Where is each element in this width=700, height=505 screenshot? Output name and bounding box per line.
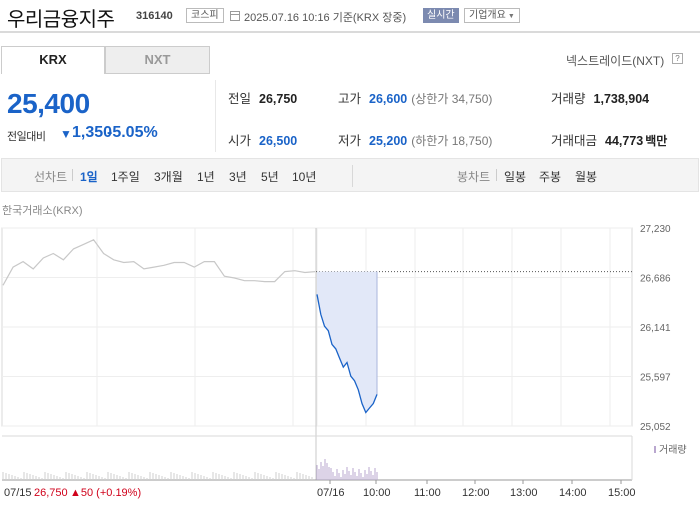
chart-grid — [1, 227, 633, 481]
nextrade-link[interactable]: 넥스트레이드(NXT) — [566, 54, 665, 68]
period-3y[interactable]: 3년 — [229, 170, 247, 184]
y-tick-label: 26,141 — [640, 323, 671, 334]
candle-chart-label: 봉차트 — [457, 170, 491, 184]
tab-krx[interactable]: KRX — [1, 46, 105, 74]
down-arrow-icon: ▼ — [60, 127, 72, 141]
quote-time: 2025.07.16 10:16 기준(KRX 장중) — [244, 12, 407, 24]
stock-header: 우리금융지주 316140 코스피 2025.07.16 10:16 기준(KR… — [0, 0, 700, 33]
stat-high: 고가 26,600 (상한가 34,750) — [338, 88, 492, 107]
y-tick-label: 27,230 — [640, 224, 671, 235]
x-tick-label: 10:00 — [363, 487, 391, 499]
volume-bars — [2, 459, 378, 480]
stock-name: 우리금융지주 — [7, 9, 115, 31]
stat-volume-value: 1,738,904 — [593, 92, 650, 106]
stat-prev: 전일 26,750 — [228, 88, 297, 107]
calendar-icon — [230, 11, 240, 21]
x-tick-label: 12:00 — [462, 487, 490, 499]
stat-amount: 거래대금 44,773 백만 — [551, 130, 667, 149]
x-tick-label: 14:00 — [559, 487, 587, 499]
y-tick-label: 25,597 — [640, 373, 671, 384]
stat-low-label: 저가 — [338, 134, 362, 148]
series-today-area — [317, 271, 377, 413]
divider — [72, 169, 73, 181]
stat-amount-unit: 백만 — [645, 134, 668, 148]
help-icon[interactable]: ? — [672, 53, 683, 64]
price-change-rate: -5.05% — [107, 124, 158, 141]
bottom-prev-change: ▲50 (+0.19%) — [70, 487, 141, 499]
period-1y[interactable]: 1년 — [197, 170, 215, 184]
chevron-down-icon: ▼ — [507, 13, 515, 20]
stat-amount-label: 거래대금 — [551, 134, 598, 148]
y-tick-label: 26,686 — [640, 274, 671, 285]
period-3m[interactable]: 3개월 — [154, 170, 183, 184]
market-badge: 코스피 — [186, 8, 224, 23]
divider — [352, 165, 353, 187]
series-today-line — [316, 294, 378, 414]
stat-low-value: 25,200 — [369, 134, 408, 148]
y-axis-labels: 27,230 26,686 26,141 25,597 25,052 — [640, 224, 671, 433]
candle-weekly[interactable]: 주봉 — [539, 170, 562, 184]
stock-code: 316140 — [136, 10, 173, 22]
period-1d[interactable]: 1일 — [80, 170, 98, 184]
tab-nxt[interactable]: NXT — [105, 46, 210, 74]
stat-volume-label: 거래량 — [551, 92, 586, 106]
chart-series — [2, 239, 632, 414]
stat-open-label: 시가 — [228, 134, 252, 148]
company-overview-dropdown[interactable]: 기업개요 ▼ — [464, 8, 520, 23]
y-tick-label: 25,052 — [640, 422, 671, 433]
bottom-prev-date: 07/15 — [4, 487, 32, 499]
stat-low: 저가 25,200 (하한가 18,750) — [338, 130, 492, 149]
stat-open-value: 26,500 — [259, 134, 298, 148]
stat-volume: 거래량 1,738,904 — [551, 88, 649, 107]
bottom-prev-price: 26,750 — [34, 487, 68, 499]
period-bar: 선차트 1일 1주일 3개월 1년 3년 5년 10년 봉차트 일봉 주봉 월봉 — [1, 158, 699, 192]
divider — [496, 169, 497, 181]
volume-legend: 거래량 — [659, 444, 687, 456]
chart-source: 한국거래소(KRX) — [2, 205, 83, 217]
price-change: 1,350 — [72, 124, 113, 141]
stat-amount-value: 44,773 — [605, 134, 644, 148]
company-overview-label: 기업개요 — [469, 10, 506, 21]
x-tick-label: 07/16 — [317, 487, 345, 499]
realtime-badge[interactable]: 실시간 — [423, 8, 459, 23]
line-chart-label: 선차트 — [34, 170, 68, 184]
x-tick-label: 11:00 — [414, 487, 441, 499]
stat-high-label: 고가 — [338, 92, 362, 106]
stat-high-value: 26,600 — [369, 92, 408, 106]
series-prev-day — [2, 239, 316, 286]
period-10y[interactable]: 10년 — [292, 170, 317, 184]
upper-limit: (상한가 34,750) — [411, 92, 493, 106]
volume-legend-swatch — [654, 446, 656, 453]
candle-monthly[interactable]: 월봉 — [575, 170, 598, 184]
current-price: 25,400 — [7, 88, 90, 119]
candle-daily[interactable]: 일봉 — [504, 170, 527, 184]
stat-open: 시가 26,500 — [228, 130, 297, 149]
period-5y[interactable]: 5년 — [261, 170, 279, 184]
stat-prev-value: 26,750 — [259, 92, 298, 106]
change-label: 전일대비 — [7, 131, 46, 143]
x-axis-labels: 07/16 10:00 11:00 12:00 13:00 14:00 15:00 — [317, 480, 636, 499]
period-1w[interactable]: 1주일 — [111, 170, 140, 184]
x-tick-label: 13:00 — [510, 487, 538, 499]
stat-prev-label: 전일 — [228, 92, 252, 106]
x-tick-label: 15:00 — [608, 487, 636, 499]
lower-limit: (하한가 18,750) — [411, 134, 493, 148]
divider — [215, 80, 216, 152]
